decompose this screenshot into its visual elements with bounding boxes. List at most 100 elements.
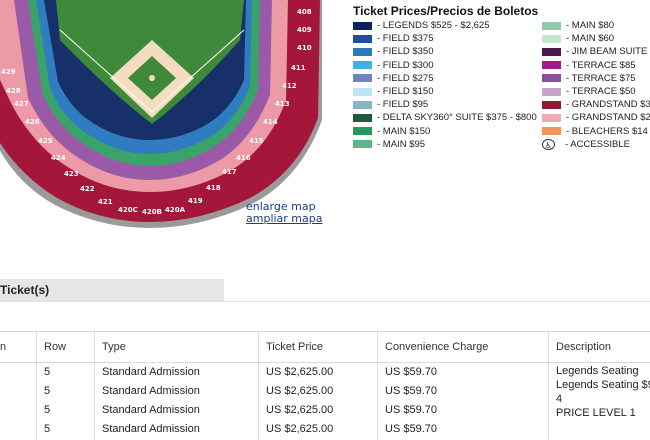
cell-price: US $2,625.00 [266, 385, 334, 397]
legend-swatch [353, 87, 372, 96]
section-425[interactable]: 425 [38, 137, 53, 145]
section-424[interactable]: 424 [51, 154, 66, 162]
column-header-desc: Description [548, 331, 650, 363]
legend-label: - FIELD $150 [377, 86, 434, 98]
legend-item: - MAIN $95 [353, 138, 537, 151]
legend-swatch [542, 47, 561, 56]
tickets-section-header: Ticket(s) [0, 279, 224, 301]
legend-item: - GRANDSTAND $30 [542, 98, 650, 111]
section-428[interactable]: 428 [6, 87, 21, 95]
cell-type: Standard Admission [102, 366, 200, 378]
legend-label: - DELTA SKY360° SUITE $375 - $800 [377, 112, 537, 124]
description-line: 4 [556, 393, 563, 405]
column-header-fee: Convenience Charge [377, 331, 548, 363]
legend-item: - MAIN $80 [542, 19, 650, 32]
cell-fee: US $59.70 [385, 366, 437, 378]
legend-item: - FIELD $375 [353, 32, 537, 45]
legend-swatch [542, 21, 561, 30]
section-426[interactable]: 426 [25, 118, 40, 126]
cell-row: 5 [44, 423, 51, 435]
stadium-seating-map[interactable]: 408 409 410 411 412 413 414 415 416 417 … [0, 0, 340, 240]
section-419[interactable]: 419 [188, 197, 203, 205]
legend-swatch [542, 113, 561, 122]
legend-item: - GRANDSTAND $2 [542, 111, 650, 124]
section-408[interactable]: 408 [297, 8, 312, 16]
section-411[interactable]: 411 [291, 64, 306, 72]
section-412[interactable]: 412 [282, 82, 297, 90]
table-row: 5 Standard Admission US $2,625.00 US $59… [0, 363, 650, 383]
column-header-row: Row [36, 331, 94, 363]
cell-price: US $2,625.00 [266, 366, 334, 378]
legend-item: - BLEACHERS $14 [542, 125, 650, 138]
legend-swatch [542, 61, 561, 70]
section-421[interactable]: 421 [98, 198, 113, 206]
cell-type: Standard Admission [102, 404, 200, 416]
legend-label: - TERRACE $85 [566, 59, 636, 71]
legend-swatch [353, 113, 372, 122]
section-427[interactable]: 427 [14, 100, 29, 108]
cell-fee: US $59.70 [385, 423, 437, 435]
legend-swatch [353, 61, 372, 70]
legend-label: - JIM BEAM SUITE $ [566, 46, 650, 58]
divider [0, 301, 650, 302]
legend-label: - MAIN $150 [377, 125, 431, 137]
legend-label: - LEGENDS $525 - $2,625 [377, 20, 490, 32]
section-418[interactable]: 418 [206, 184, 221, 192]
table-row: 5 Standard Admission US $2,625.00 US $59… [0, 401, 650, 420]
legend-swatch [353, 100, 372, 109]
legend-item: - FIELD $150 [353, 85, 537, 98]
column-divider [36, 331, 37, 440]
ampliar-mapa-link[interactable]: ampliar mapa [246, 212, 323, 225]
legend-swatch [353, 140, 372, 149]
legend-label: - GRANDSTAND $30 [566, 99, 650, 111]
section-413[interactable]: 413 [275, 100, 290, 108]
enlarge-map-link[interactable]: enlarge map [246, 200, 316, 213]
table-row: 5 Standard Admission US $2,625.00 US $59… [0, 420, 650, 439]
legend-swatch [542, 87, 561, 96]
legend-label: - BLEACHERS $14 [566, 125, 648, 137]
cell-row: 5 [44, 366, 51, 378]
column-divider [94, 331, 95, 440]
legend-label: - TERRACE $75 [566, 72, 636, 84]
section-423[interactable]: 423 [64, 170, 79, 178]
column-divider [377, 331, 378, 440]
legend-left-column: - LEGENDS $525 - $2,625 - FIELD $375 - F… [353, 19, 537, 151]
section-416[interactable]: 416 [236, 154, 251, 162]
legend-item: - FIELD $275 [353, 72, 537, 85]
column-divider [258, 331, 259, 440]
column-header-type: Type [94, 331, 258, 363]
cell-type: Standard Admission [102, 385, 200, 397]
legend-item: - MAIN $60 [542, 32, 650, 45]
section-410[interactable]: 410 [297, 44, 312, 52]
legend-label: - MAIN $95 [377, 138, 426, 150]
legend-item: - TERRACE $85 [542, 59, 650, 72]
section-420a[interactable]: 420A [165, 206, 186, 214]
ticket-table: n Row Type Ticket Price Convenience Char… [0, 331, 650, 439]
legend-title: Ticket Prices/Precios de Boletos [353, 4, 539, 18]
section-414[interactable]: 414 [263, 118, 278, 126]
section-429[interactable]: 429 [1, 68, 16, 76]
section-422[interactable]: 422 [80, 185, 95, 193]
legend-item: - TERRACE $50 [542, 85, 650, 98]
legend-label: - MAIN $60 [566, 33, 615, 45]
legend-item: ♿ - ACCESSIBLE [542, 138, 650, 151]
section-417[interactable]: 417 [222, 168, 237, 176]
cell-type: Standard Admission [102, 423, 200, 435]
legend-label: - FIELD $95 [377, 99, 429, 111]
cell-row: 5 [44, 385, 51, 397]
legend-swatch [542, 127, 561, 136]
legend-swatch [542, 34, 561, 43]
cell-fee: US $59.70 [385, 385, 437, 397]
section-420b[interactable]: 420B [142, 208, 162, 216]
section-409[interactable]: 409 [297, 26, 312, 34]
legend-label: - FIELD $300 [377, 59, 434, 71]
legend-swatch [353, 21, 372, 30]
cell-price: US $2,625.00 [266, 423, 334, 435]
legend-item: - FIELD $350 [353, 45, 537, 58]
legend-item: - JIM BEAM SUITE $ [542, 45, 650, 58]
section-415[interactable]: 415 [249, 137, 264, 145]
table-header-row: n Row Type Ticket Price Convenience Char… [0, 331, 650, 363]
legend-swatch [353, 127, 372, 136]
section-420c[interactable]: 420C [118, 206, 138, 214]
legend-label: - ACCESSIBLE [565, 138, 630, 150]
